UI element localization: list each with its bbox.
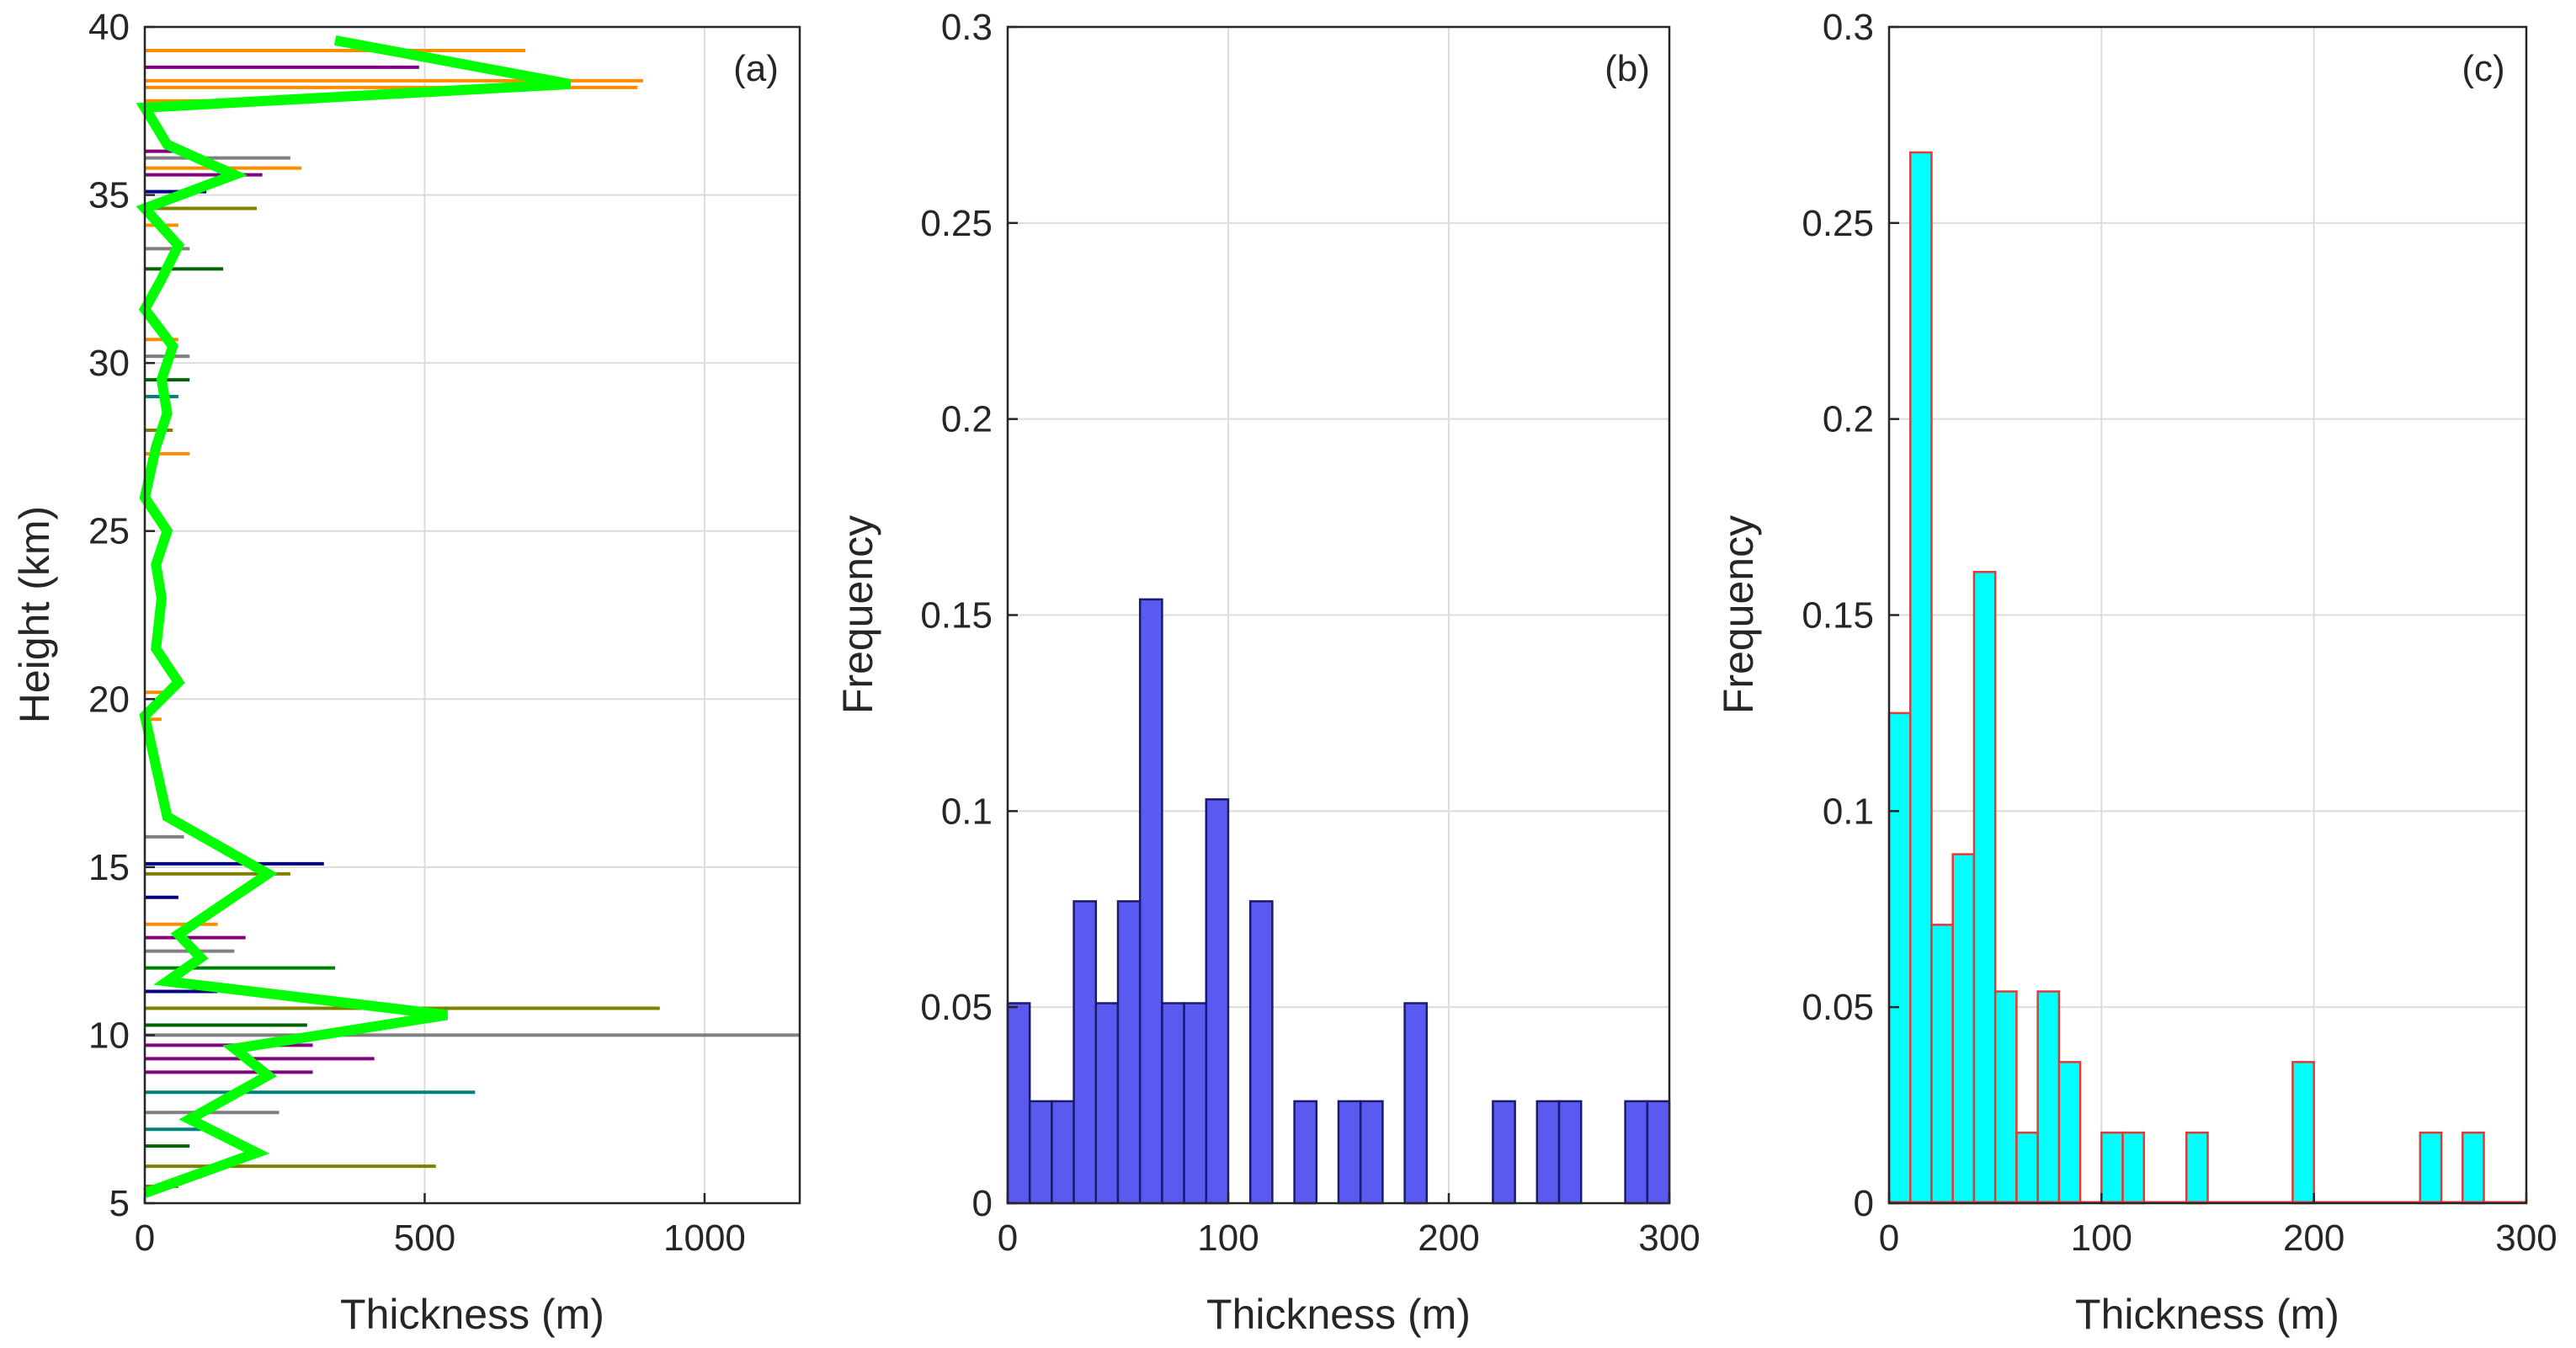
x-tick-label: 200 bbox=[1418, 1217, 1479, 1259]
x-tick-label: 0 bbox=[1879, 1217, 1899, 1259]
x-axis-label: Thickness (m) bbox=[1206, 1291, 1471, 1338]
histogram-bar bbox=[1293, 1100, 1318, 1205]
histogram-bar bbox=[1051, 1100, 1075, 1205]
y-tick-label: 0.2 bbox=[1823, 399, 1874, 440]
histogram-bar bbox=[2015, 1131, 2039, 1205]
y-tick-label: 0.25 bbox=[1802, 203, 1874, 244]
histogram-bar bbox=[2462, 1131, 2485, 1205]
histogram-bar bbox=[2419, 1131, 2443, 1205]
histogram-bar bbox=[2100, 1131, 2124, 1205]
y-tick-label: 0.1 bbox=[1823, 791, 1874, 832]
histogram-bar bbox=[1887, 711, 1912, 1205]
y-tick-label: 5 bbox=[109, 1183, 130, 1224]
histogram-bar bbox=[1094, 1002, 1120, 1205]
x-axis-label: Thickness (m) bbox=[2075, 1291, 2339, 1338]
panel-b-histogram: 0 100 200 300 0 0.05 0.1 0.15 0.2 0.25 0.3 (b) Thi… bbox=[834, 7, 1700, 1338]
x-tick-label: 500 bbox=[394, 1217, 455, 1259]
x-tick-label: 0 bbox=[135, 1217, 155, 1259]
panel-label: (c) bbox=[2462, 48, 2504, 89]
y-tick-label: 0.05 bbox=[1802, 987, 1874, 1028]
histogram-bar bbox=[1535, 1100, 1561, 1205]
y-tick-label: 25 bbox=[88, 511, 130, 552]
y-tick-label: 15 bbox=[88, 847, 130, 888]
histogram-bar bbox=[2121, 1131, 2146, 1205]
panel-a-height-profile: 0 500 1000 5 10 15 20 25 30 35 40 (a) Thickness (m… bbox=[11, 7, 801, 1338]
y-tick-label: 30 bbox=[88, 343, 130, 384]
y-tick-label: 0.25 bbox=[920, 203, 993, 244]
x-tick-label: 1000 bbox=[663, 1217, 746, 1259]
y-tick-label: 35 bbox=[88, 175, 130, 216]
x-tick-label: 100 bbox=[2071, 1217, 2132, 1259]
histogram-bar bbox=[1337, 1100, 1362, 1205]
y-tick-label: 10 bbox=[88, 1015, 130, 1056]
y-axis-label: Frequency bbox=[834, 515, 881, 714]
y-tick-label: 0.1 bbox=[941, 791, 993, 832]
histogram-bar bbox=[1492, 1100, 1516, 1205]
panel-label: (b) bbox=[1605, 48, 1650, 89]
histogram-bar bbox=[1183, 1002, 1208, 1205]
histogram-bar bbox=[1624, 1100, 1649, 1205]
histogram-bar bbox=[1248, 900, 1274, 1205]
histogram-bar bbox=[1161, 1002, 1185, 1205]
histogram-bar bbox=[1908, 151, 1933, 1205]
axes-frame bbox=[143, 25, 801, 1205]
panel-label: (a) bbox=[733, 48, 779, 89]
x-tick-label: 300 bbox=[1638, 1217, 1700, 1259]
profile-line bbox=[136, 35, 572, 1198]
x-tick-label: 300 bbox=[2495, 1217, 2557, 1259]
x-axis-label: Thickness (m) bbox=[340, 1291, 604, 1338]
tick-labels: 0 100 200 300 0 0.05 0.1 0.15 0.2 0.25 0.3 bbox=[1802, 7, 2557, 1259]
histogram-bar bbox=[1403, 1002, 1429, 1205]
histogram-bar bbox=[1359, 1100, 1384, 1205]
profile-polyline bbox=[136, 35, 572, 1198]
y-tick-label: 0.3 bbox=[941, 7, 993, 48]
y-tick-label: 40 bbox=[88, 7, 130, 48]
histogram-bar bbox=[1993, 990, 2018, 1205]
histogram-bar bbox=[1116, 900, 1142, 1205]
histogram-bar bbox=[2185, 1131, 2209, 1205]
x-tick-label: 0 bbox=[998, 1217, 1018, 1259]
histogram-bar bbox=[1205, 798, 1230, 1205]
histogram-bar bbox=[2291, 1061, 2315, 1205]
y-tick-label: 0.3 bbox=[1823, 7, 1874, 48]
histogram-bar bbox=[1006, 1002, 1031, 1205]
x-tick-label: 100 bbox=[1197, 1217, 1259, 1259]
histogram-bar bbox=[2057, 1061, 2082, 1205]
histogram-bar bbox=[1951, 853, 1976, 1205]
tick-labels: 0 100 200 300 0 0.05 0.1 0.15 0.2 0.25 0.3 bbox=[920, 7, 1700, 1259]
y-axis-label: Height (km) bbox=[11, 506, 58, 723]
histogram-bar bbox=[1138, 598, 1163, 1205]
histogram-bar bbox=[1972, 571, 1997, 1205]
y-axis-label: Frequency bbox=[1715, 515, 1762, 714]
histogram-bar bbox=[1930, 924, 1954, 1205]
panel-c-histogram: 0 100 200 300 0 0.05 0.1 0.15 0.2 0.25 0.3 (c) Thi… bbox=[1715, 7, 2557, 1338]
histogram-bars bbox=[1887, 151, 2526, 1205]
histogram-bar bbox=[1557, 1100, 1583, 1205]
y-tick-label: 0 bbox=[1854, 1183, 1874, 1224]
y-tick-label: 0 bbox=[972, 1183, 993, 1224]
y-tick-label: 0.2 bbox=[941, 399, 993, 440]
y-tick-label: 0.05 bbox=[920, 987, 993, 1028]
histogram-bar bbox=[2036, 990, 2061, 1205]
histogram-bar bbox=[1646, 1100, 1671, 1205]
y-tick-label: 0.15 bbox=[920, 595, 993, 637]
tick-labels: 0 500 1000 5 10 15 20 25 30 35 40 bbox=[88, 7, 746, 1259]
y-tick-label: 20 bbox=[88, 679, 130, 720]
histogram-bar bbox=[1028, 1100, 1053, 1205]
histogram-bar bbox=[1072, 900, 1098, 1205]
y-tick-label: 0.15 bbox=[1802, 595, 1874, 637]
x-tick-label: 200 bbox=[2283, 1217, 2344, 1259]
